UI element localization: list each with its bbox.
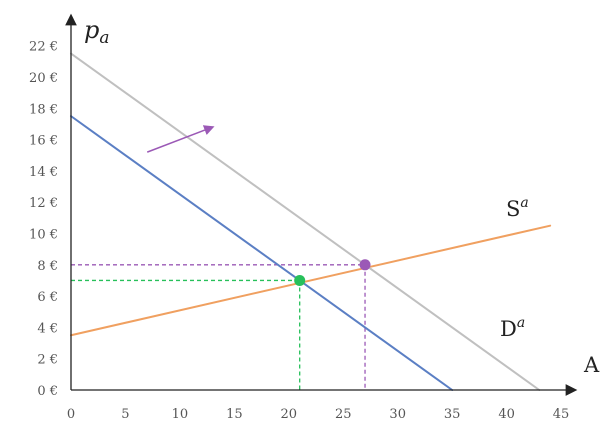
- shifted-equilibrium-point: [294, 274, 306, 286]
- x-tick-label-20: 20: [281, 407, 298, 422]
- y-tick-label-4: 4 €: [37, 321, 58, 336]
- demand-shift-arrow: [146, 125, 215, 153]
- y-tick-label-8: 8 €: [37, 259, 58, 274]
- x-tick-label-5: 5: [121, 407, 129, 422]
- y-tick-label-2: 2 €: [37, 353, 58, 368]
- x-tick-label-0: 0: [67, 407, 75, 422]
- y-tick-label-0: 0 €: [37, 384, 58, 399]
- y-tick-label-22: 22 €: [29, 40, 58, 55]
- demand-curve: [70, 52, 541, 391]
- x-tick-label-25: 25: [335, 407, 352, 422]
- x-tick-label-35: 35: [444, 407, 461, 422]
- x-tick-label-40: 40: [498, 407, 515, 422]
- equilibrium-points: [294, 259, 371, 286]
- y-tick-label-20: 20 €: [29, 71, 58, 86]
- shift-arrow-layer: [146, 125, 215, 153]
- y-tick-label-14: 14 €: [29, 165, 58, 180]
- y-tick-label-16: 16 €: [29, 134, 58, 149]
- curves: [70, 52, 552, 391]
- y-tick-label-10: 10 €: [29, 228, 58, 243]
- demand-curve-label: Da: [500, 315, 525, 341]
- x-axis-label: A: [583, 353, 600, 377]
- x-tick-label-15: 15: [226, 407, 243, 422]
- original-equilibrium-point: [359, 259, 371, 271]
- demand_shifted-curve: [70, 115, 454, 391]
- supply-curve: [70, 224, 552, 337]
- x-tick-label-45: 45: [553, 407, 570, 422]
- y-tick-label-18: 18 €: [29, 102, 58, 117]
- y-axis-label: pa: [84, 16, 110, 48]
- equilibrium-guides: [71, 264, 366, 390]
- y-tick-label-12: 12 €: [29, 196, 58, 211]
- x-tick-label-10: 10: [172, 407, 189, 422]
- x-tick-label-30: 30: [389, 407, 406, 422]
- supply-curve-label: Sa: [506, 195, 529, 221]
- y-tick-labels: 0 € 2 € 4 € 6 € 8 € 10 € 12 € 14 € 16 € 18 € 20 € 2…: [29, 40, 58, 399]
- x-tick-labels: 0 5 10 15 20 25 30 35 40 45: [67, 407, 569, 422]
- y-tick-label-6: 6 €: [37, 290, 58, 305]
